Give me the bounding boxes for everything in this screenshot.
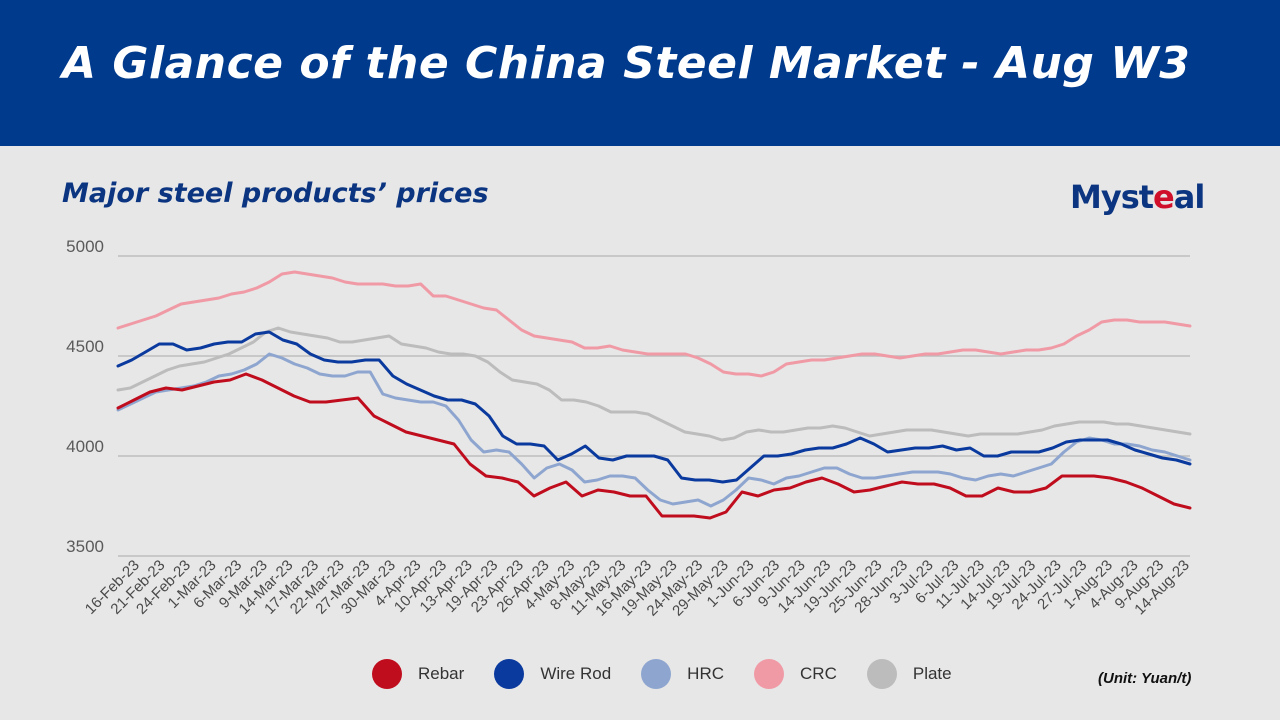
legend-label: Rebar (418, 664, 465, 683)
mysteel-logo: Mysteal (1070, 178, 1206, 216)
series-line-hrc (116, 352, 1192, 508)
legend-item: Rebar (372, 659, 464, 689)
logo-text-c: al (1173, 178, 1206, 216)
legend-label: Plate (912, 664, 952, 683)
legend-swatch (641, 659, 672, 689)
legend-item: CRC (754, 659, 837, 689)
series-line-crc (116, 270, 1192, 378)
series-line-rebar (116, 372, 1192, 520)
chart-subtitle: Major steel products’ prices (62, 178, 489, 209)
legend-label: Wire Rod (540, 664, 612, 683)
legend-item: Plate (866, 659, 952, 689)
legend-swatch (866, 659, 897, 689)
chart-legend: Rebar Wire Rod HRC CRC Plate (372, 659, 982, 689)
unit-note: (Unit: Yuan/t) (1098, 670, 1192, 687)
title-banner: A Glance of the China Steel Market - Aug… (0, 0, 1280, 146)
banner-title: A Glance of the China Steel Market - Aug… (62, 38, 1191, 89)
y-tick-label: 5000 (66, 237, 104, 256)
legend-label: CRC (800, 664, 837, 683)
logo-text-a: Myst (1070, 178, 1154, 216)
legend-swatch (494, 659, 525, 689)
y-tick-label: 4000 (66, 437, 104, 456)
y-tick-label: 4500 (66, 337, 104, 356)
logo-text-b: e (1153, 178, 1175, 216)
series-line-wire-rod (116, 330, 1192, 484)
legend-swatch (754, 659, 785, 689)
y-tick-label: 3500 (66, 537, 104, 556)
legend-item: HRC (641, 659, 724, 689)
legend-swatch (372, 659, 402, 689)
legend-item: Wire Rod (494, 659, 611, 689)
series-line-plate (116, 326, 1192, 442)
legend-label: HRC (687, 664, 725, 683)
